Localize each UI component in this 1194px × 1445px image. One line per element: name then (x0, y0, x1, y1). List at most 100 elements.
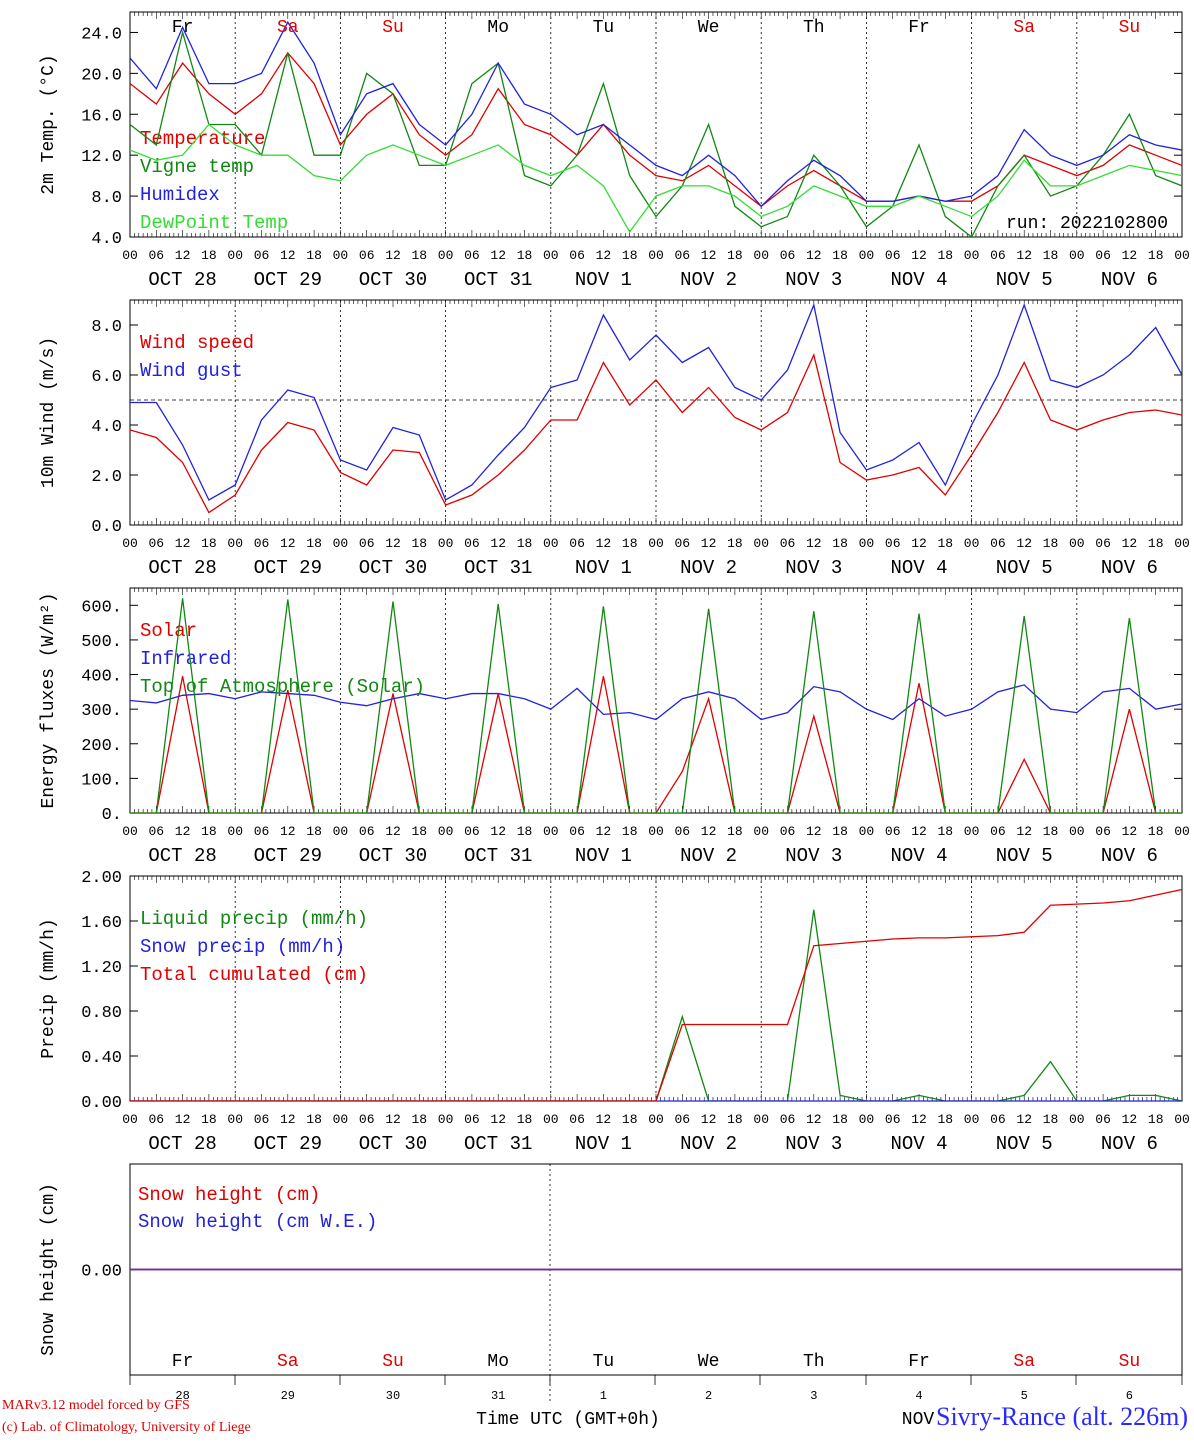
chart-panel-1: 4.08.012.016.020.024.02m Temp. (°C) Tempe… (39, 11, 1190, 291)
y-tick-label: 400. (81, 668, 122, 687)
y-tick-label: 4.0 (91, 418, 122, 437)
date-label: NOV 4 (890, 1133, 947, 1155)
hour-tick-label: 00 (859, 824, 875, 839)
hour-tick-label: 18 (1148, 1112, 1164, 1127)
hour-tick-label: 18 (411, 248, 427, 263)
y-tick-label: 0.40 (81, 1049, 122, 1068)
hour-tick-label: 18 (1043, 1112, 1059, 1127)
hour-tick-label: 00 (1174, 824, 1190, 839)
hour-tick-label: 18 (1043, 824, 1059, 839)
hour-tick-label: 00 (1069, 1112, 1085, 1127)
hour-tick-label: 00 (227, 248, 243, 263)
hour-tick-label: 06 (148, 824, 164, 839)
hour-tick-label: 18 (727, 824, 743, 839)
y-tick-label: 0.00 (81, 1094, 122, 1113)
hour-tick-label: 12 (1122, 536, 1138, 551)
hour-tick-label: 00 (227, 1112, 243, 1127)
hour-tick-label: 18 (937, 248, 953, 263)
y-tick-label: 16.0 (81, 107, 122, 126)
weekday-label: Sa (1013, 1352, 1035, 1372)
hour-tick-label: 00 (1174, 1112, 1190, 1127)
hour-tick-label: 18 (201, 536, 217, 551)
hour-tick-label: 12 (911, 248, 927, 263)
hour-tick-label: 06 (990, 536, 1006, 551)
hour-tick-label: 12 (806, 248, 822, 263)
hour-tick-label: 18 (306, 248, 322, 263)
weekday-label: Th (803, 1352, 825, 1372)
weekday-label: Fr (908, 18, 930, 38)
legend-entry: Wind gust (140, 360, 243, 382)
date-label: NOV 2 (680, 1133, 737, 1155)
hour-tick-label: 12 (1016, 536, 1032, 551)
legend-entry: Snow height (cm W.E.) (138, 1211, 377, 1233)
hour-tick-label: 18 (727, 1112, 743, 1127)
y-tick-label: 24.0 (81, 25, 122, 44)
day-number-label: 28 (175, 1389, 189, 1403)
y-tick-label: 4.0 (91, 230, 122, 249)
date-label: NOV 2 (680, 269, 737, 291)
date-label: NOV 4 (890, 557, 947, 579)
hour-tick-label: 00 (648, 536, 664, 551)
date-label: OCT 29 (254, 845, 322, 867)
hour-tick-label: 06 (780, 248, 796, 263)
weekday-label: Su (382, 18, 404, 38)
hour-tick-label: 12 (596, 248, 612, 263)
hour-tick-label: 00 (543, 536, 559, 551)
hour-tick-label: 00 (543, 1112, 559, 1127)
hour-tick-label: 06 (148, 1112, 164, 1127)
hour-tick-label: 06 (990, 1112, 1006, 1127)
date-label: OCT 30 (359, 269, 427, 291)
y-tick-label: 2.00 (81, 869, 122, 888)
hour-tick-label: 12 (280, 824, 296, 839)
hour-tick-label: 12 (1016, 248, 1032, 263)
date-label: OCT 30 (359, 845, 427, 867)
series-line-2 (130, 684, 1182, 721)
hour-tick-label: 12 (1016, 1112, 1032, 1127)
hour-tick-label: 12 (175, 248, 191, 263)
hour-tick-label: 12 (701, 248, 717, 263)
hour-tick-label: 00 (122, 248, 138, 263)
y-tick-label: 12.0 (81, 148, 122, 167)
hour-tick-label: 12 (806, 1112, 822, 1127)
date-label: NOV 3 (785, 1133, 842, 1155)
y-axis-label: Energy fluxes (W/m²) (39, 592, 59, 808)
hour-tick-label: 18 (201, 824, 217, 839)
hour-tick-label: 12 (596, 824, 612, 839)
hour-tick-label: 12 (385, 248, 401, 263)
series-line-2 (130, 302, 1182, 501)
date-label: OCT 29 (254, 269, 322, 291)
series-line-3 (130, 888, 1182, 1101)
hour-tick-label: 06 (780, 1112, 796, 1127)
hour-tick-label: 18 (517, 248, 533, 263)
hour-tick-label: 00 (438, 1112, 454, 1127)
hour-tick-label: 00 (648, 248, 664, 263)
y-tick-label: 0.00 (81, 1263, 122, 1282)
hour-tick-label: 06 (1095, 824, 1111, 839)
weekday-label: Tu (593, 18, 615, 38)
hour-tick-label: 00 (753, 1112, 769, 1127)
legend-entry: Vigne temp (140, 156, 254, 178)
hour-tick-label: 18 (306, 1112, 322, 1127)
hour-tick-label: 00 (648, 1112, 664, 1127)
legend-entry: Humidex (140, 184, 220, 206)
date-label: OCT 31 (464, 269, 532, 291)
hour-tick-label: 12 (1122, 1112, 1138, 1127)
series-line-3 (130, 598, 1182, 813)
hour-tick-label: 06 (464, 536, 480, 551)
date-label: NOV 1 (575, 557, 632, 579)
y-tick-label: 1.20 (81, 959, 122, 978)
hour-tick-label: 00 (859, 248, 875, 263)
lab-credit-line: (c) Lab. of Climatology, University of L… (2, 1420, 251, 1435)
hour-tick-label: 18 (832, 536, 848, 551)
hour-tick-label: 00 (1069, 536, 1085, 551)
hour-tick-label: 06 (254, 536, 270, 551)
weekday-label: Su (382, 1352, 404, 1372)
day-number-label: 30 (386, 1389, 400, 1403)
chart-panel-3: 0. 100. 200. 300. 400. 500. 600. Energy fluxes … (39, 587, 1190, 867)
date-label: OCT 29 (254, 557, 322, 579)
hour-tick-label: 12 (1016, 824, 1032, 839)
weekday-label: Su (1119, 1352, 1141, 1372)
hour-tick-label: 06 (1095, 248, 1111, 263)
hour-tick-label: 06 (359, 536, 375, 551)
hour-tick-label: 12 (175, 536, 191, 551)
